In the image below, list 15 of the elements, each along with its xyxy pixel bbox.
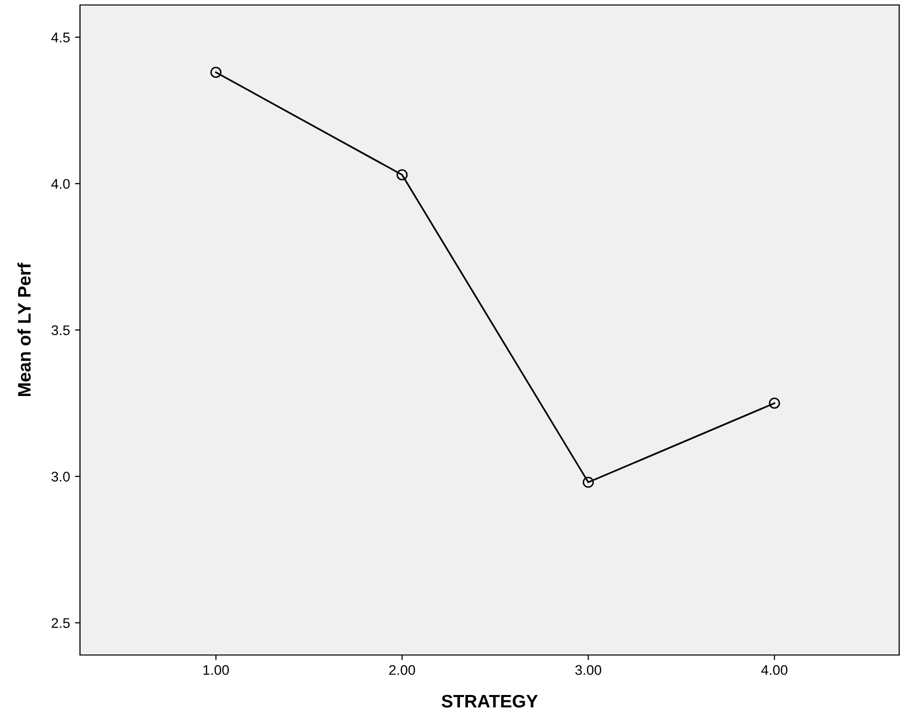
x-tick-label: 3.00 xyxy=(575,665,602,675)
x-tick-label: 2.00 xyxy=(389,665,416,675)
point xyxy=(582,476,594,488)
x-tick-label: 1.00 xyxy=(203,665,229,675)
y-tick-label: 4.0 xyxy=(51,178,70,189)
y-tick-label: 2.5 xyxy=(52,618,70,628)
y-tick-label: 3.5 xyxy=(52,325,70,336)
point xyxy=(210,66,222,78)
y-axis-title: Mean of LY Perf xyxy=(17,262,31,396)
y-tick-label: 3.0 xyxy=(52,472,70,482)
x-tick-label: 4.00 xyxy=(761,665,788,675)
x-axis-title: STRATEGY xyxy=(442,694,538,708)
point xyxy=(396,169,408,180)
point xyxy=(768,398,780,409)
y-tick-label: 4.5 xyxy=(51,32,70,42)
